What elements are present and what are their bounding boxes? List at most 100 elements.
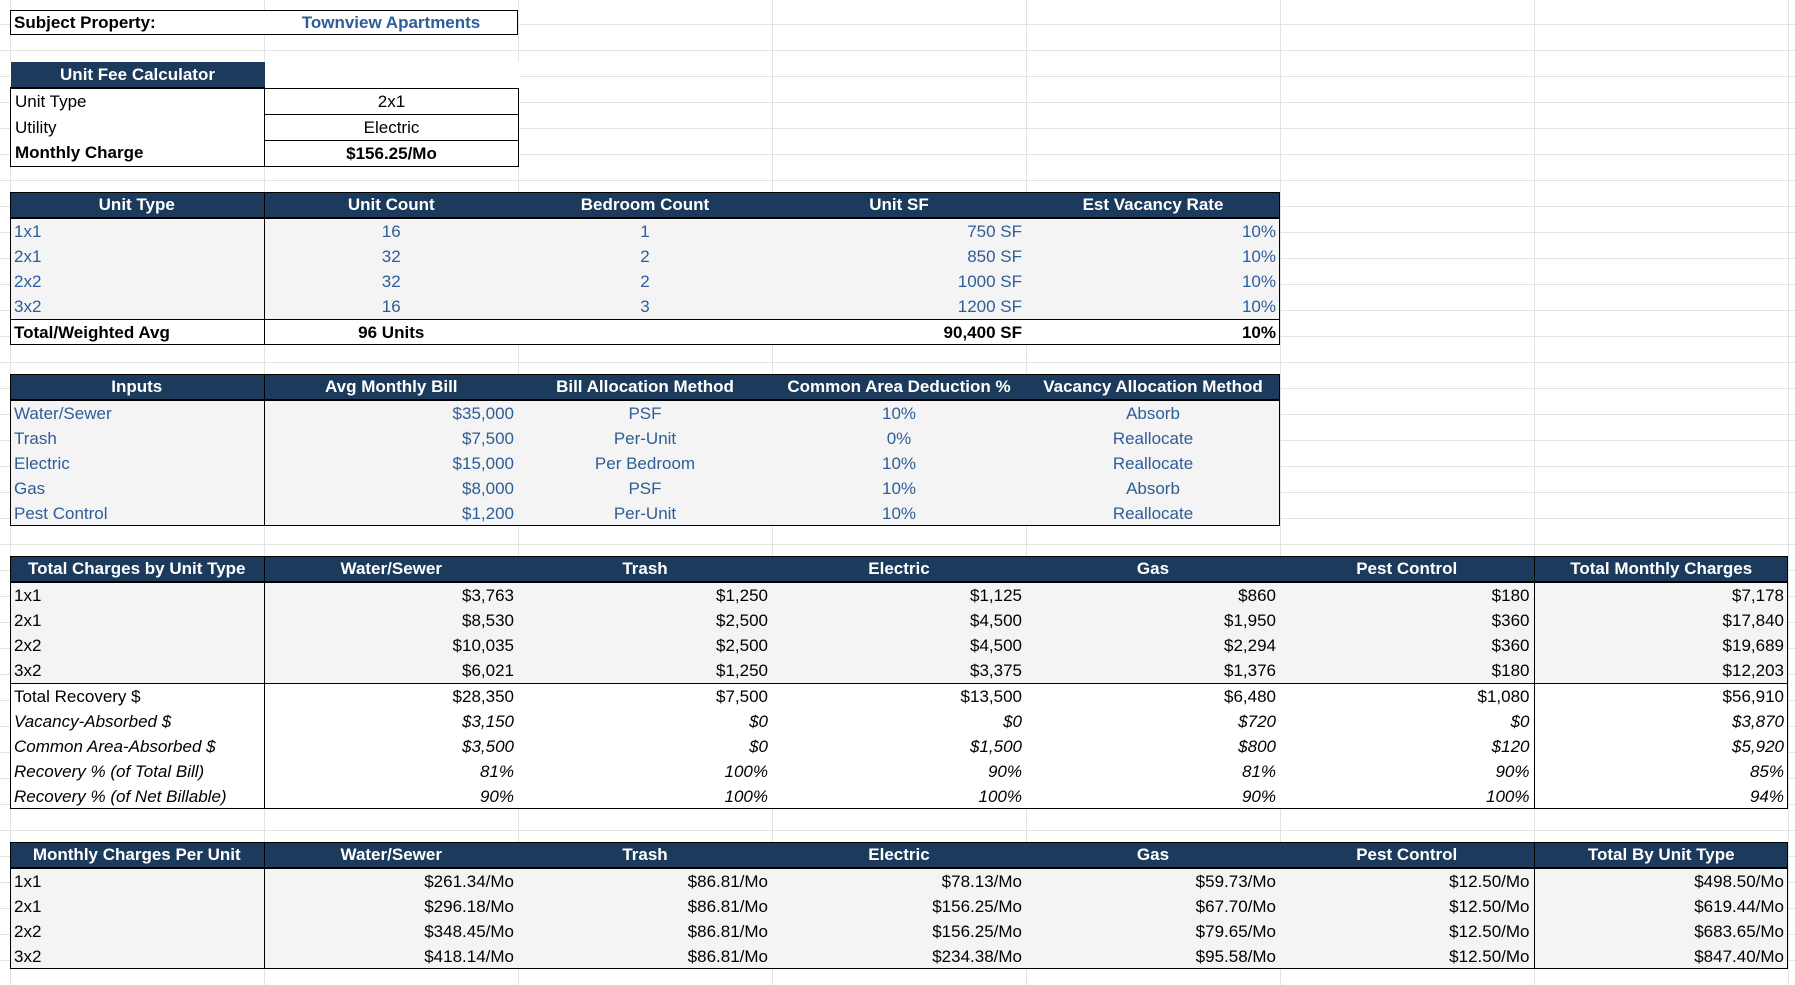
cell[interactable]: 10% [1026, 319, 1280, 345]
cell[interactable]: 2x1 [10, 244, 265, 269]
header-pest-control[interactable]: Pest Control [1280, 556, 1535, 583]
header-electric[interactable]: Electric [772, 556, 1026, 583]
cell[interactable]: $67.70/Mo [1026, 894, 1280, 919]
cell[interactable]: Gas [10, 476, 265, 501]
header-unit-sf[interactable]: Unit SF [772, 192, 1026, 219]
cell[interactable]: $619.44/Mo [1534, 894, 1788, 919]
cell[interactable]: 90% [1280, 759, 1535, 784]
cell[interactable]: 3x2 [10, 944, 265, 969]
cell[interactable]: $12.50/Mo [1280, 944, 1535, 969]
calc-label-utility[interactable]: Utility [10, 114, 265, 140]
cell[interactable]: 90% [987, 762, 1022, 781]
cell[interactable]: $156.25/Mo [772, 919, 1026, 944]
cell[interactable]: PSF [518, 400, 772, 426]
cell[interactable]: $0 [749, 737, 768, 756]
cell[interactable]: 10% [1026, 269, 1280, 294]
cell[interactable]: 10% [772, 400, 1026, 426]
cell[interactable]: $1,500 [970, 737, 1022, 756]
cell[interactable]: $1,250 [518, 582, 772, 608]
cell[interactable]: $3,375 [772, 658, 1026, 684]
cell[interactable]: $12.50/Mo [1280, 894, 1535, 919]
cell[interactable]: $847.40/Mo [1534, 944, 1788, 969]
cell[interactable]: Recovery % (of Net Billable) [10, 784, 265, 809]
header-pest-control[interactable]: Pest Control [1280, 842, 1535, 869]
header-electric[interactable]: Electric [772, 842, 1026, 869]
cell[interactable]: Absorb [1026, 400, 1280, 426]
cell[interactable]: 850 SF [772, 244, 1026, 269]
cell[interactable]: Pest Control [10, 501, 265, 526]
header-common-area-deduction[interactable]: Common Area Deduction % [772, 374, 1026, 401]
cell[interactable]: 100% [978, 787, 1022, 806]
header-bill-allocation-method[interactable]: Bill Allocation Method [518, 374, 772, 401]
cell[interactable]: $0 [1280, 709, 1535, 734]
cell[interactable]: 100% [724, 762, 768, 781]
cell[interactable]: $800 [1238, 737, 1276, 756]
cell[interactable]: $3,500 [462, 737, 514, 756]
cell[interactable]: Reallocate [1026, 426, 1280, 451]
cell[interactable]: $348.45/Mo [264, 919, 518, 944]
cell[interactable]: $86.81/Mo [518, 868, 772, 894]
cell[interactable]: 10% [1026, 218, 1280, 244]
cell[interactable]: 2x1 [10, 608, 265, 633]
cell[interactable]: $56,910 [1534, 683, 1788, 709]
calc-value-utility[interactable]: Electric [264, 113, 519, 141]
cell[interactable]: 1x1 [10, 582, 265, 608]
cell[interactable]: 94% [1749, 787, 1784, 806]
cell[interactable]: $8,530 [264, 608, 518, 633]
cell[interactable]: 81% [479, 762, 514, 781]
cell[interactable]: $720 [1238, 712, 1276, 731]
header-inputs[interactable]: Inputs [10, 374, 265, 401]
cell[interactable]: $0 [1003, 712, 1022, 731]
cell[interactable]: Per Bedroom [518, 451, 772, 476]
header-gas[interactable]: Gas [1026, 842, 1280, 869]
cell[interactable]: 10% [772, 451, 1026, 476]
header-water-sewer[interactable]: Water/Sewer [264, 842, 518, 869]
header-vacancy-rate[interactable]: Est Vacancy Rate [1026, 192, 1280, 219]
calc-label-unit-type[interactable]: Unit Type [10, 88, 265, 114]
calc-label-monthly-charge[interactable]: Monthly Charge [10, 140, 265, 167]
header-bedroom-count[interactable]: Bedroom Count [518, 192, 772, 219]
cell[interactable]: 100% [724, 787, 768, 806]
cell[interactable]: Reallocate [1026, 451, 1280, 476]
cell[interactable]: 2 [518, 244, 772, 269]
cell[interactable]: 32 [264, 269, 518, 294]
cell[interactable]: Per-Unit [518, 426, 772, 451]
cell[interactable]: $78.13/Mo [772, 868, 1026, 894]
cell[interactable]: $35,000 [264, 400, 518, 426]
cell[interactable]: $1,200 [264, 501, 518, 526]
cell[interactable]: Total/Weighted Avg [10, 319, 265, 345]
cell[interactable]: $1,950 [1026, 608, 1280, 633]
cell[interactable]: $180 [1280, 582, 1535, 608]
cell[interactable]: Absorb [1026, 476, 1280, 501]
cell[interactable] [518, 319, 772, 345]
cell[interactable]: 750 SF [772, 218, 1026, 244]
cell[interactable]: $2,500 [518, 608, 772, 633]
cell[interactable]: $156.25/Mo [772, 894, 1026, 919]
cell[interactable]: 2x2 [10, 633, 265, 658]
cell[interactable]: $13,500 [772, 683, 1026, 709]
cell[interactable]: 10% [1026, 244, 1280, 269]
subject-property-label[interactable]: Subject Property: [14, 13, 156, 32]
cell[interactable]: $6,021 [264, 658, 518, 684]
cell[interactable]: $10,035 [264, 633, 518, 658]
cell[interactable]: $12,203 [1534, 658, 1788, 684]
header-total-charges[interactable]: Total Charges by Unit Type [10, 556, 265, 583]
cell[interactable]: $0 [749, 712, 768, 731]
cell[interactable]: $1,250 [518, 658, 772, 684]
cell[interactable]: 96 Units [264, 319, 518, 345]
cell[interactable]: 2x1 [10, 894, 265, 919]
cell[interactable]: 1x1 [10, 218, 265, 244]
header-trash[interactable]: Trash [518, 842, 772, 869]
calc-value-unit-type[interactable]: 2x1 [264, 87, 519, 115]
cell[interactable]: 2x2 [10, 919, 265, 944]
cell[interactable]: 1200 SF [772, 294, 1026, 320]
cell[interactable]: $261.34/Mo [264, 868, 518, 894]
cell[interactable]: $86.81/Mo [518, 944, 772, 969]
cell[interactable]: $15,000 [264, 451, 518, 476]
cell[interactable]: $6,480 [1026, 683, 1280, 709]
calc-value-monthly-charge[interactable]: $156.25/Mo [264, 139, 519, 167]
cell[interactable]: Water/Sewer [10, 400, 265, 426]
header-total-by-unit-type[interactable]: Total By Unit Type [1534, 842, 1788, 869]
cell[interactable]: 2x2 [10, 269, 265, 294]
cell[interactable]: $360 [1280, 633, 1535, 658]
